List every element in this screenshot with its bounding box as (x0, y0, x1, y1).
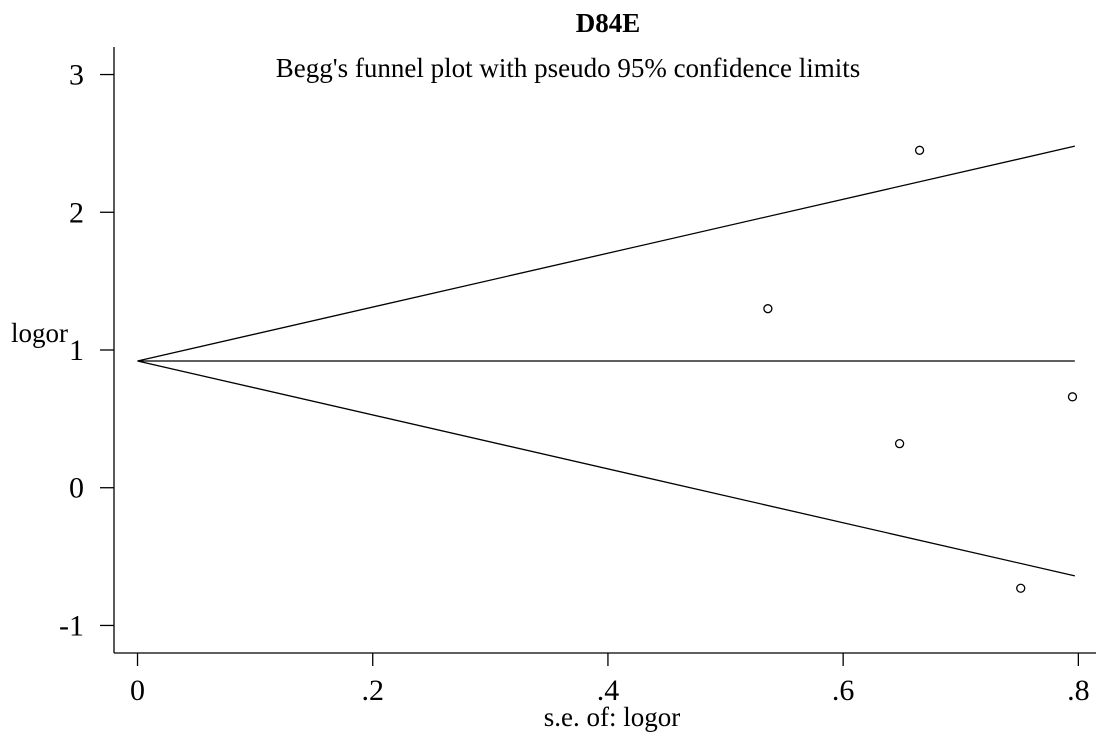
y-tick-label: 1 (69, 334, 84, 367)
axes (113, 47, 1096, 654)
x-axis-label: s.e. of: logor (544, 702, 680, 732)
y-tick-label: -1 (59, 609, 84, 642)
chart-title: D84E (576, 8, 641, 38)
x-tick-label: .6 (832, 674, 855, 707)
funnel-line-lower-limit (137, 360, 1075, 577)
y-tick-label: 2 (69, 196, 84, 229)
data-point (1016, 583, 1026, 593)
y-tick-label: 3 (69, 59, 84, 92)
funnel-lines (137, 145, 1075, 577)
y-axis-label: logor (11, 318, 68, 348)
chart-subtitle: Begg's funnel plot with pseudo 95% confi… (276, 53, 861, 83)
x-tick-label: 0 (130, 674, 145, 707)
y-tick-label: 0 (69, 472, 84, 505)
data-point (914, 145, 925, 155)
x-tick-label: .8 (1067, 674, 1090, 707)
data-points (763, 145, 1078, 593)
y-ticks: -1 0 1 2 3 (59, 59, 114, 642)
data-point (1067, 392, 1078, 402)
x-tick-label: .2 (361, 674, 384, 707)
x-tick-label: .4 (597, 674, 620, 707)
funnel-line-upper-limit (137, 145, 1075, 362)
data-point (894, 439, 905, 449)
x-ticks: 0 .2 .4 .6 .8 (130, 653, 1090, 707)
data-point (763, 304, 773, 314)
